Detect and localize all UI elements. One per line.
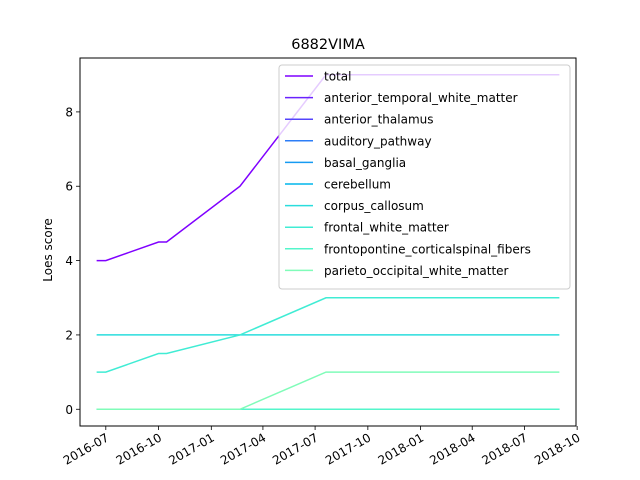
- legend-label: auditory_pathway: [324, 134, 432, 148]
- y-tick-label: 2: [65, 328, 73, 342]
- legend-box: [278, 64, 571, 290]
- legend-label: frontopontine_corticalspinal_fibers: [324, 242, 531, 256]
- legend: total anterior_temporal_white_matteranter…: [278, 64, 571, 290]
- x-tick-label: 2017-01: [166, 430, 216, 467]
- y-axis: 0 2 4 6 8: [65, 105, 80, 417]
- chart-title: 6882VIMA: [291, 37, 365, 53]
- legend-label: cerebellum: [324, 178, 391, 192]
- legend-label: corpus_callosum: [324, 199, 424, 213]
- series-line-frontal-white-matter: [96, 297, 560, 373]
- x-tick-label: 2018-10: [532, 430, 582, 467]
- x-tick-label: 2017-07: [270, 430, 320, 467]
- x-tick-label: 2017-10: [323, 430, 373, 467]
- y-tick-label: 6: [65, 180, 73, 194]
- legend-label: parieto_occipital_white_matter: [324, 264, 509, 278]
- x-tick-label: 2016-10: [114, 430, 164, 467]
- y-tick-label: 8: [65, 105, 73, 119]
- plot-frame: [79, 57, 577, 427]
- x-tick-label: 2017-04: [218, 430, 268, 467]
- series-line-parieto-occipital-white-matter: [96, 371, 560, 411]
- legend-label: basal_ganglia: [324, 156, 406, 170]
- series-layer: [96, 73, 560, 411]
- y-tick-label: 0: [65, 403, 73, 417]
- legend-label: frontal_white_matter: [324, 221, 449, 235]
- x-axis: 2016-07 2016-10 2017-01 2017-04 2017-07 2017-…: [61, 426, 583, 468]
- y-tick-label: 4: [65, 254, 73, 268]
- legend-label: total: [324, 70, 351, 84]
- legend-label: anterior_thalamus: [324, 113, 434, 127]
- x-tick-label: 2016-07: [61, 430, 111, 467]
- x-tick-label: 2018-07: [479, 430, 529, 467]
- x-tick-label: 2018-01: [376, 430, 426, 467]
- x-tick-label: 2018-04: [427, 430, 477, 467]
- legend-label: anterior_temporal_white_matter: [324, 91, 518, 105]
- y-axis-label: Loes score: [41, 218, 55, 282]
